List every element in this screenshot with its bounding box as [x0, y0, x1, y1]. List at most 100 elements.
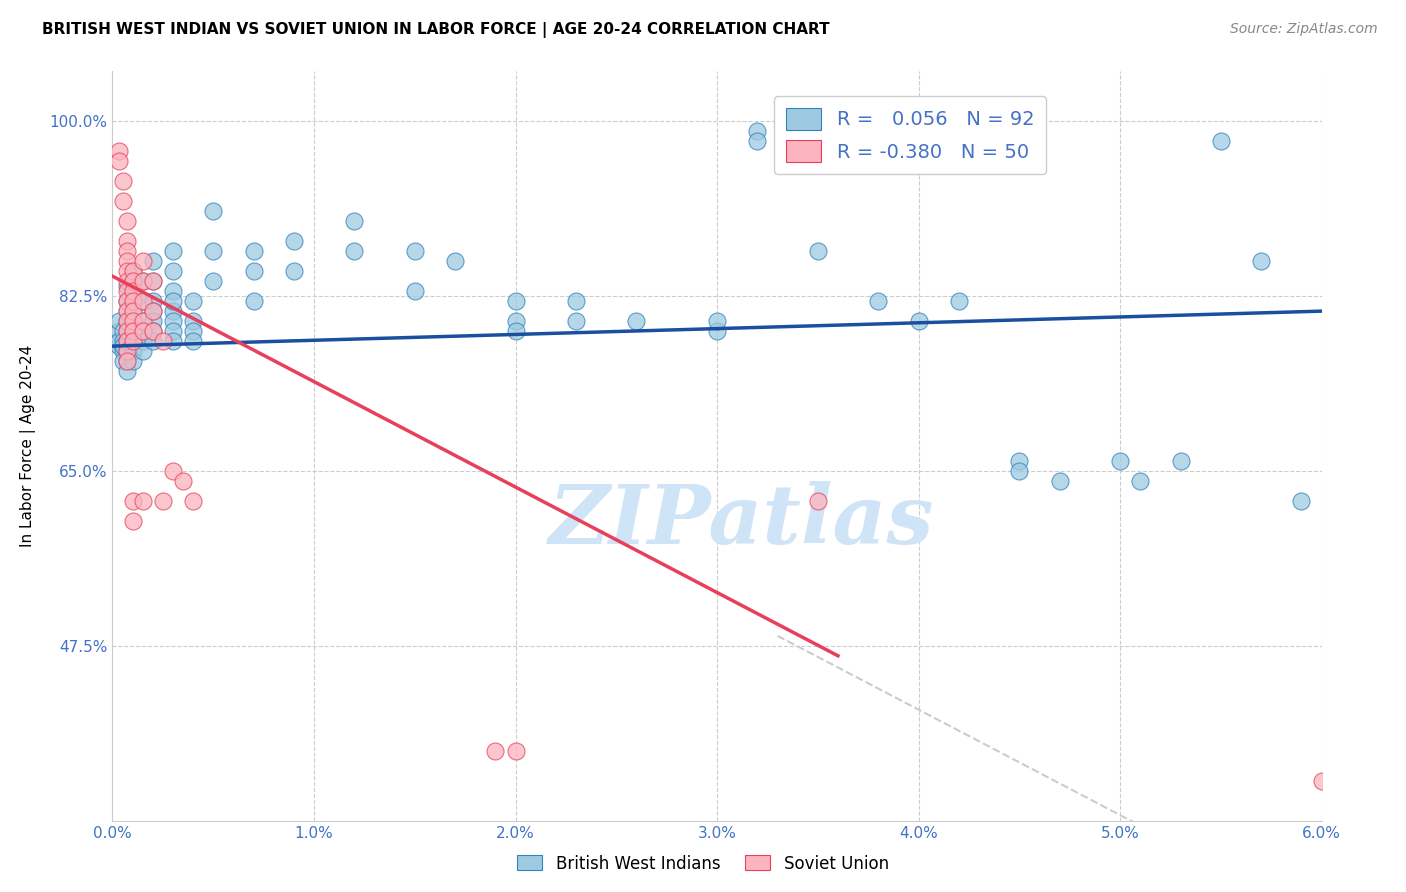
Point — [115, 354, 138, 368]
Point — [121, 354, 143, 368]
Point — [948, 294, 970, 309]
Point — [132, 334, 155, 348]
Point — [115, 284, 138, 298]
Point — [132, 274, 155, 288]
Point — [115, 244, 138, 259]
Point — [132, 344, 155, 359]
Point — [242, 244, 264, 259]
Point — [115, 344, 138, 359]
Point — [121, 334, 143, 348]
Point — [626, 314, 648, 328]
Point — [121, 334, 143, 348]
Point — [121, 274, 143, 288]
Point — [142, 324, 165, 338]
Point — [115, 304, 138, 318]
Point — [115, 274, 138, 288]
Point — [1049, 474, 1071, 488]
Point — [343, 244, 366, 259]
Point — [1291, 494, 1313, 508]
Point — [142, 274, 165, 288]
Legend: British West Indians, Soviet Union: British West Indians, Soviet Union — [510, 848, 896, 880]
Point — [115, 304, 138, 318]
Point — [142, 304, 165, 318]
Point — [162, 294, 184, 309]
Point — [868, 294, 890, 309]
Point — [115, 324, 138, 338]
Point — [132, 274, 155, 288]
Point — [121, 304, 143, 318]
Point — [162, 334, 184, 348]
Point — [444, 254, 467, 268]
Point — [121, 264, 143, 278]
Point — [107, 334, 129, 348]
Point — [181, 324, 204, 338]
Point — [202, 274, 225, 288]
Point — [152, 334, 174, 348]
Point — [121, 314, 143, 328]
Point — [111, 324, 134, 338]
Point — [132, 294, 155, 309]
Point — [115, 334, 138, 348]
Point — [111, 339, 134, 353]
Point — [706, 314, 728, 328]
Point — [132, 324, 155, 338]
Text: BRITISH WEST INDIAN VS SOVIET UNION IN LABOR FORCE | AGE 20-24 CORRELATION CHART: BRITISH WEST INDIAN VS SOVIET UNION IN L… — [42, 22, 830, 38]
Point — [565, 314, 588, 328]
Point — [1250, 254, 1272, 268]
Point — [121, 294, 143, 309]
Point — [111, 194, 134, 209]
Point — [115, 354, 138, 368]
Point — [142, 304, 165, 318]
Point — [115, 314, 138, 328]
Point — [121, 344, 143, 359]
Point — [706, 324, 728, 338]
Point — [162, 324, 184, 338]
Point — [107, 314, 129, 328]
Point — [132, 314, 155, 328]
Point — [132, 254, 155, 268]
Point — [181, 494, 204, 508]
Point — [121, 324, 143, 338]
Legend: R =   0.056   N = 92, R = -0.380   N = 50: R = 0.056 N = 92, R = -0.380 N = 50 — [775, 96, 1046, 174]
Point — [162, 304, 184, 318]
Point — [111, 334, 134, 348]
Point — [107, 339, 129, 353]
Point — [152, 494, 174, 508]
Point — [1170, 454, 1192, 468]
Point — [121, 284, 143, 298]
Point — [115, 294, 138, 309]
Point — [142, 274, 165, 288]
Point — [1209, 134, 1232, 148]
Point — [132, 494, 155, 508]
Point — [747, 124, 769, 138]
Point — [484, 744, 506, 758]
Point — [115, 324, 138, 338]
Point — [115, 254, 138, 268]
Point — [132, 314, 155, 328]
Point — [107, 154, 129, 169]
Point — [162, 464, 184, 478]
Point — [283, 264, 305, 278]
Point — [115, 294, 138, 309]
Y-axis label: In Labor Force | Age 20-24: In Labor Force | Age 20-24 — [20, 345, 35, 547]
Point — [162, 314, 184, 328]
Point — [121, 274, 143, 288]
Point — [404, 244, 426, 259]
Point — [1008, 454, 1031, 468]
Point — [181, 294, 204, 309]
Point — [202, 244, 225, 259]
Point — [111, 344, 134, 359]
Point — [172, 474, 194, 488]
Point — [505, 294, 527, 309]
Point — [115, 279, 138, 293]
Point — [107, 324, 129, 338]
Point — [343, 214, 366, 228]
Text: ZIPatlas: ZIPatlas — [548, 481, 934, 561]
Point — [505, 314, 527, 328]
Point — [242, 264, 264, 278]
Text: Source: ZipAtlas.com: Source: ZipAtlas.com — [1230, 22, 1378, 37]
Point — [1008, 464, 1031, 478]
Point — [807, 494, 830, 508]
Point — [142, 294, 165, 309]
Point — [505, 324, 527, 338]
